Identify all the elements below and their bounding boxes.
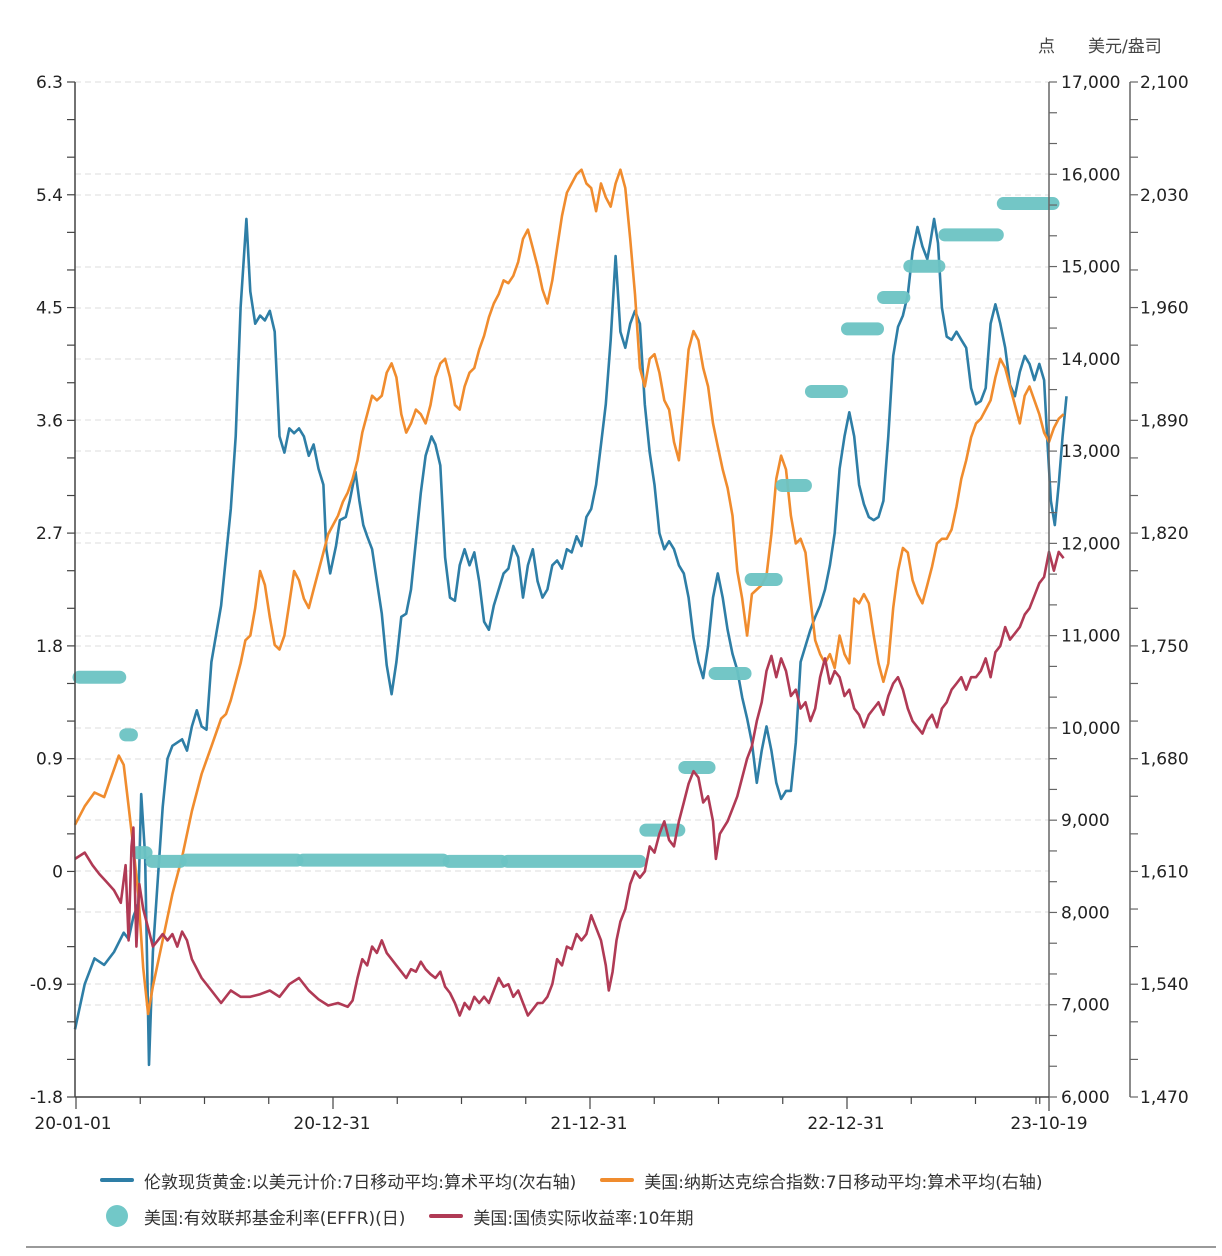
right-axis-tick-label: 7,000 (1061, 996, 1110, 1016)
legend-item-effr[interactable]: 美国:有效联邦基金利率(EFFR)(日) (100, 1204, 405, 1229)
legend: 伦敦现货黄金:以美元计价:7日移动平均:算术平均(次右轴) 美国:纳斯达克综合指… (100, 1162, 1200, 1234)
secondary-right-axis-tick-label: 1,470 (1140, 1088, 1189, 1108)
x-axis-tick-label: 23-10-19 (1010, 1114, 1087, 1134)
nasdaq-line (73, 168, 1065, 1016)
x-axis-tick-label: 20-12-31 (293, 1114, 370, 1134)
secondary-right-axis-tick-label: 1,610 (1140, 862, 1189, 882)
gold-price-line (73, 217, 1068, 1067)
left-axis-tick-label: 0.9 (36, 750, 63, 770)
left-axis-tick-label: -0.9 (30, 975, 63, 995)
x-axis-tick-label: 20-01-01 (34, 1114, 111, 1134)
right-axis-tick-label: 10,000 (1061, 719, 1120, 739)
right-axis-tick-label: 13,000 (1061, 442, 1120, 462)
right-axis-tick-label: 16,000 (1061, 165, 1120, 185)
left-axis-tick-label: 2.7 (36, 524, 63, 544)
right-axis-tick-label: 14,000 (1061, 350, 1120, 370)
chart-canvas: 6.3 5.4 4.5 3.6 2.7 1.8 0.9 0 -0.9 -1.8 17,000 16,0… (30, 37, 1189, 1134)
legend-item-real-yield[interactable]: 美国:国债实际收益率:10年期 (429, 1204, 693, 1229)
real-yield-line (74, 550, 1065, 1017)
left-axis-tick-label: -1.8 (30, 1088, 63, 1108)
left-axis-tick-label: 4.5 (36, 299, 63, 319)
left-axis-tick-label: 1.8 (36, 637, 63, 657)
secondary-right-axis-tick-label: 1,680 (1140, 750, 1189, 770)
legend-item-gold[interactable]: 伦敦现货黄金:以美元计价:7日移动平均:算术平均(次右轴) (100, 1168, 576, 1193)
left-axis-tick-label: 3.6 (36, 411, 63, 431)
secondary-right-axis-unit-label: 美元/盎司 (1088, 37, 1162, 57)
right-axis-tick-label: 15,000 (1061, 258, 1120, 278)
left-axis-tick-label: 5.4 (36, 186, 63, 206)
left-axis-tick-label: 6.3 (36, 73, 63, 93)
right-axis-tick-label: 11,000 (1061, 627, 1120, 647)
right-axis-tick-label: 6,000 (1061, 1088, 1110, 1108)
legend-label-real-yield: 美国:国债实际收益率:10年期 (473, 1208, 694, 1229)
secondary-right-axis-tick-label: 2,030 (1140, 186, 1189, 206)
secondary-right-axis-tick-label: 1,820 (1140, 524, 1189, 544)
secondary-right-axis-tick-label: 1,540 (1140, 975, 1189, 995)
secondary-right-axis-tick-label: 2,100 (1140, 73, 1189, 93)
right-axis-tick-label: 8,000 (1061, 903, 1110, 923)
x-axis-tick-label: 22-12-31 (807, 1114, 884, 1134)
legend-row-2: 美国:有效联邦基金利率(EFFR)(日) 美国:国债实际收益率:10年期 (100, 1198, 1200, 1234)
legend-swatch-gold-line (100, 1178, 134, 1182)
secondary-right-axis-tick-label: 1,960 (1140, 299, 1189, 319)
legend-label-nasdaq: 美国:纳斯达克综合指数:7日移动平均:算术平均(右轴) (644, 1172, 1043, 1193)
right-axis-tick-label: 12,000 (1061, 534, 1120, 554)
secondary-right-axis-tick-label: 1,890 (1140, 411, 1189, 431)
right-axis-unit-label: 点 (1038, 37, 1055, 57)
legend-row-1: 伦敦现货黄金:以美元计价:7日移动平均:算术平均(次右轴) 美国:纳斯达克综合指… (100, 1162, 1200, 1198)
secondary-right-axis-tick-label: 1,750 (1140, 637, 1189, 657)
axes: 6.3 5.4 4.5 3.6 2.7 1.8 0.9 0 -0.9 -1.8 17,000 16,0… (30, 73, 1189, 1134)
legend-item-nasdaq[interactable]: 美国:纳斯达克综合指数:7日移动平均:算术平均(右轴) (600, 1168, 1043, 1193)
legend-label-gold: 伦敦现货黄金:以美元计价:7日移动平均:算术平均(次右轴) (144, 1172, 577, 1193)
legend-swatch-nasdaq-line (600, 1178, 635, 1182)
legend-label-effr: 美国:有效联邦基金利率(EFFR)(日) (144, 1208, 406, 1229)
left-axis-tick-label: 0 (52, 862, 63, 882)
bottom-divider (26, 1246, 1216, 1248)
legend-swatch-effr-dot (106, 1205, 128, 1227)
x-axis-tick-label: 21-12-31 (550, 1114, 627, 1134)
legend-swatch-real-yield-line (429, 1214, 464, 1218)
right-axis-tick-label: 9,000 (1061, 811, 1110, 831)
series-layer (72, 168, 1068, 1067)
right-axis-tick-label: 17,000 (1061, 73, 1120, 93)
